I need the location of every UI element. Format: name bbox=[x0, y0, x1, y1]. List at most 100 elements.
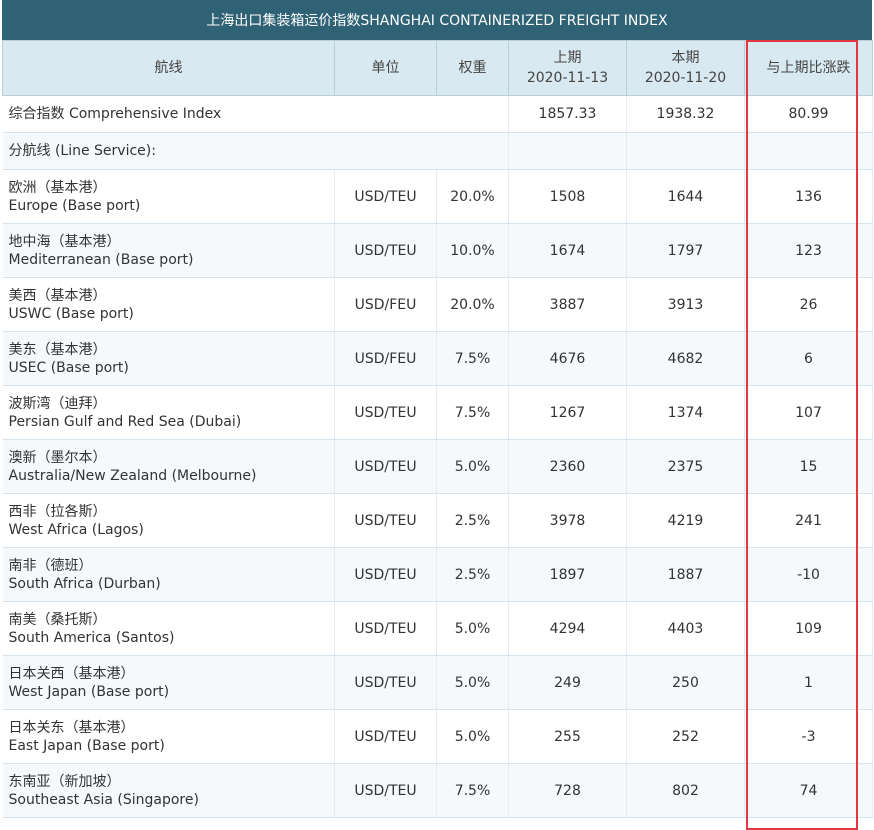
curr-value-cell: 802 bbox=[626, 763, 745, 818]
weight-cell: 5.0% bbox=[436, 439, 509, 494]
comprehensive-change: 80.99 bbox=[744, 95, 873, 133]
route-cell: 欧洲（基本港） Europe (Base port) bbox=[2, 169, 335, 224]
route-name-cn: 波斯湾（迪拜） bbox=[8, 395, 107, 412]
route-name-cn: 美西（基本港） bbox=[8, 287, 107, 304]
table-row: 日本关西（基本港） West Japan (Base port) USD/TEU 5.… bbox=[2, 655, 873, 710]
curr-value-cell: 1797 bbox=[626, 223, 745, 278]
route-name-en: Australia/New Zealand (Melbourne) bbox=[8, 467, 257, 484]
weight-cell: 2.5% bbox=[436, 547, 509, 602]
curr-value-cell: 250 bbox=[626, 655, 745, 710]
unit-cell: USD/TEU bbox=[334, 655, 437, 710]
route-name-cn: 日本关东（基本港） bbox=[8, 719, 135, 736]
header-previous-period: 上期 2020-11-13 bbox=[508, 40, 627, 96]
header-curr-date: 2020-11-20 bbox=[644, 70, 727, 86]
curr-value-cell: 252 bbox=[626, 709, 745, 764]
route-cell: 地中海（基本港） Mediterranean (Base port) bbox=[2, 223, 335, 278]
table-row: 澳新（墨尔本） Australia/New Zealand (Melbourne)… bbox=[2, 439, 873, 494]
table-row: 地中海（基本港） Mediterranean (Base port) USD/TEU… bbox=[2, 223, 873, 278]
route-name-cn: 南美（桑托斯） bbox=[8, 611, 107, 628]
route-cell: 西非（拉各斯） West Africa (Lagos) bbox=[2, 493, 335, 548]
change-value-cell: 6 bbox=[744, 331, 873, 386]
route-name-cn: 美东（基本港） bbox=[8, 341, 107, 358]
table-row: 美西（基本港） USWC (Base port) USD/FEU 20.0% 3887 3… bbox=[2, 277, 873, 332]
header-prev-date: 2020-11-13 bbox=[526, 70, 609, 86]
change-value-cell: -10 bbox=[744, 547, 873, 602]
route-name-en: USEC (Base port) bbox=[8, 359, 129, 376]
change-value-cell: 241 bbox=[744, 493, 873, 548]
change-value-cell: 107 bbox=[744, 385, 873, 440]
change-value-cell: -3 bbox=[744, 709, 873, 764]
unit-cell: USD/TEU bbox=[334, 601, 437, 656]
table-row: 波斯湾（迪拜） Persian Gulf and Red Sea (Dubai) U… bbox=[2, 385, 873, 440]
weight-cell: 7.5% bbox=[436, 331, 509, 386]
empty-cell bbox=[508, 132, 627, 170]
weight-cell: 7.5% bbox=[436, 385, 509, 440]
unit-cell: USD/TEU bbox=[334, 385, 437, 440]
weight-cell: 7.5% bbox=[436, 763, 509, 818]
route-cell: 美西（基本港） USWC (Base port) bbox=[2, 277, 335, 332]
curr-value-cell: 1644 bbox=[626, 169, 745, 224]
curr-value-cell: 3913 bbox=[626, 277, 745, 332]
table-row: 东南亚（新加坡） Southeast Asia (Singapore) USD/TE… bbox=[2, 763, 873, 818]
prev-value-cell: 1897 bbox=[508, 547, 627, 602]
route-name-en: Persian Gulf and Red Sea (Dubai) bbox=[8, 413, 242, 430]
line-service-row: 分航线 (Line Service): bbox=[2, 132, 873, 170]
unit-cell: USD/TEU bbox=[334, 223, 437, 278]
route-name-en: East Japan (Base port) bbox=[8, 737, 165, 754]
header-weight: 权重 bbox=[436, 40, 509, 96]
change-value-cell: 123 bbox=[744, 223, 873, 278]
weight-cell: 5.0% bbox=[436, 601, 509, 656]
weight-cell: 5.0% bbox=[436, 655, 509, 710]
weight-cell: 2.5% bbox=[436, 493, 509, 548]
table-row: 日本关东（基本港） East Japan (Base port) USD/TEU 5.… bbox=[2, 709, 873, 764]
prev-value-cell: 728 bbox=[508, 763, 627, 818]
weight-cell: 5.0% bbox=[436, 709, 509, 764]
change-value-cell: 74 bbox=[744, 763, 873, 818]
change-value-cell: 109 bbox=[744, 601, 873, 656]
table-body: 综合指数 Comprehensive Index 1857.33 1938.32… bbox=[2, 95, 873, 818]
route-cell: 南美（桑托斯） South America (Santos) bbox=[2, 601, 335, 656]
route-name-en: South Africa (Durban) bbox=[8, 575, 161, 592]
comprehensive-index-label: 综合指数 Comprehensive Index bbox=[2, 95, 509, 133]
table-title: 上海出口集装箱运价指数SHANGHAI CONTAINERIZED FREIGH… bbox=[2, 0, 872, 40]
curr-value-cell: 4219 bbox=[626, 493, 745, 548]
comprehensive-curr: 1938.32 bbox=[626, 95, 745, 133]
comprehensive-prev: 1857.33 bbox=[508, 95, 627, 133]
route-name-en: USWC (Base port) bbox=[8, 305, 134, 322]
weight-cell: 20.0% bbox=[436, 169, 509, 224]
weight-cell: 10.0% bbox=[436, 223, 509, 278]
table-row: 南美（桑托斯） South America (Santos) USD/TEU 5.0%… bbox=[2, 601, 873, 656]
prev-value-cell: 1267 bbox=[508, 385, 627, 440]
route-cell: 东南亚（新加坡） Southeast Asia (Singapore) bbox=[2, 763, 335, 818]
table-row: 欧洲（基本港） Europe (Base port) USD/TEU 20.0% 150… bbox=[2, 169, 873, 224]
header-prev-label: 上期 bbox=[553, 50, 582, 66]
unit-cell: USD/FEU bbox=[334, 277, 437, 332]
route-name-en: West Africa (Lagos) bbox=[8, 521, 144, 538]
table-row: 南非（德班） South Africa (Durban) USD/TEU 2.5% 18… bbox=[2, 547, 873, 602]
prev-value-cell: 255 bbox=[508, 709, 627, 764]
route-name-cn: 东南亚（新加坡） bbox=[8, 773, 121, 790]
route-name-cn: 南非（德班） bbox=[8, 557, 93, 574]
unit-cell: USD/FEU bbox=[334, 331, 437, 386]
curr-value-cell: 4682 bbox=[626, 331, 745, 386]
change-value-cell: 15 bbox=[744, 439, 873, 494]
route-name-en: Mediterranean (Base port) bbox=[8, 251, 194, 268]
route-cell: 波斯湾（迪拜） Persian Gulf and Red Sea (Dubai) bbox=[2, 385, 335, 440]
prev-value-cell: 3887 bbox=[508, 277, 627, 332]
prev-value-cell: 249 bbox=[508, 655, 627, 710]
route-cell: 日本关西（基本港） West Japan (Base port) bbox=[2, 655, 335, 710]
change-value-cell: 1 bbox=[744, 655, 873, 710]
header-unit: 单位 bbox=[334, 40, 437, 96]
prev-value-cell: 1674 bbox=[508, 223, 627, 278]
prev-value-cell: 1508 bbox=[508, 169, 627, 224]
route-name-cn: 欧洲（基本港） bbox=[8, 179, 107, 196]
empty-cell bbox=[626, 132, 745, 170]
unit-cell: USD/TEU bbox=[334, 763, 437, 818]
unit-cell: USD/TEU bbox=[334, 709, 437, 764]
unit-cell: USD/TEU bbox=[334, 493, 437, 548]
table-row: 西非（拉各斯） West Africa (Lagos) USD/TEU 2.5% 397… bbox=[2, 493, 873, 548]
curr-value-cell: 1887 bbox=[626, 547, 745, 602]
unit-cell: USD/TEU bbox=[334, 439, 437, 494]
curr-value-cell: 1374 bbox=[626, 385, 745, 440]
prev-value-cell: 4676 bbox=[508, 331, 627, 386]
